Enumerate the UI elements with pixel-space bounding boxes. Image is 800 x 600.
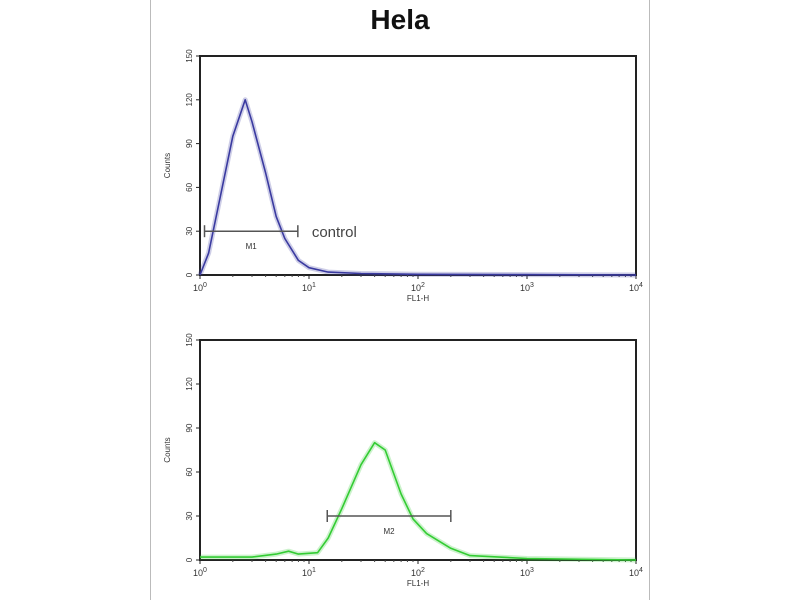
x-tick-label: 101: [302, 567, 316, 578]
series-line: [200, 441, 637, 561]
y-tick-label: 90: [185, 423, 194, 432]
x-tick-label: 102: [411, 282, 425, 293]
y-tick-label: 60: [185, 182, 194, 191]
y-tick-label: 90: [185, 139, 194, 148]
histogram-panel-1: 0 30 60 90 120 150 100 101 102 103 104 FL1-H Counts M…: [163, 49, 643, 303]
y-tick-label: 0: [185, 557, 194, 562]
x-axis-label: FL1-H: [407, 579, 429, 588]
y-tick-label: 150: [185, 333, 194, 347]
y-tick-label: 0: [185, 272, 194, 277]
x-tick-label: 100: [193, 567, 207, 578]
y-tick-label: 150: [185, 49, 194, 63]
y-tick-label: 120: [185, 377, 194, 391]
x-tick-label: 102: [411, 567, 425, 578]
x-tick-label: 100: [193, 282, 207, 293]
image-frame: [150, 0, 650, 600]
annotation-label: control: [312, 224, 357, 241]
histogram-panel-2: 0 30 60 90 120 150 100 101 102 103 104 FL1-H Counts M…: [163, 333, 643, 588]
y-tick-label: 30: [185, 511, 194, 520]
gate-label: M2: [383, 527, 395, 536]
y-axis-label: Counts: [163, 437, 172, 462]
x-tick-label: 103: [520, 567, 534, 578]
x-tick-label: 104: [629, 282, 643, 293]
series-halo: [200, 440, 637, 563]
y-axis-label: Counts: [163, 153, 172, 178]
y-tick-label: 60: [185, 467, 194, 476]
series-line: [199, 99, 637, 276]
x-axis-label: FL1-H: [407, 294, 429, 303]
x-tick-label: 103: [520, 282, 534, 293]
gate-label: M1: [246, 242, 258, 251]
y-tick-label: 120: [185, 93, 194, 107]
x-tick-label: 104: [629, 567, 643, 578]
x-tick-label: 101: [302, 282, 316, 293]
y-tick-label: 30: [185, 226, 194, 235]
chart-title: Hela: [370, 4, 430, 35]
series-halo: [197, 97, 637, 278]
